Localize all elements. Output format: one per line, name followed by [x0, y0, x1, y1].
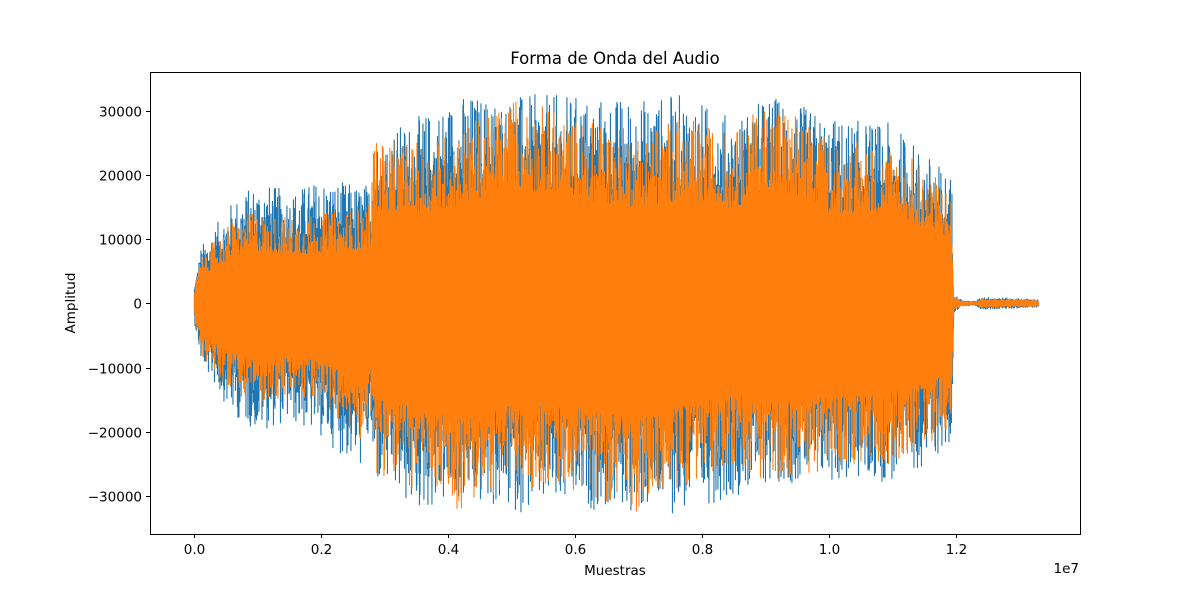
x-axis-offset-label: 1e7	[1054, 561, 1079, 577]
x-axis: 0.0 0.2 0.4 0.6 0.8 1.0 1.2	[184, 534, 967, 558]
y-axis: −30000 −20000 −10000 0 10000 20000 30000	[88, 105, 150, 506]
x-tick-label: 0.2	[311, 542, 332, 558]
axes-frame	[150, 72, 1081, 535]
y-tick-label: 0	[133, 297, 142, 313]
series-2-waveform	[193, 101, 1039, 512]
y-tick-label: 10000	[99, 233, 142, 249]
x-axis-label: Muestras	[584, 563, 646, 579]
y-tick-label: −10000	[88, 362, 142, 378]
y-tick-label: −30000	[88, 490, 142, 506]
x-tick-label: 0.0	[184, 542, 205, 558]
plot-area	[193, 94, 1039, 514]
chart-title: Forma de Onda del Audio	[510, 49, 719, 68]
y-tick-label: 30000	[99, 105, 142, 121]
x-tick-label: 0.8	[692, 542, 713, 558]
x-tick-label: 1.2	[946, 542, 967, 558]
x-tick-label: 0.4	[438, 542, 459, 558]
y-tick-label: −20000	[88, 426, 142, 442]
y-tick-label: 20000	[99, 169, 142, 185]
x-tick-label: 1.0	[819, 542, 840, 558]
x-tick-label: 0.6	[565, 542, 586, 558]
y-axis-label: Amplitud	[63, 273, 79, 334]
